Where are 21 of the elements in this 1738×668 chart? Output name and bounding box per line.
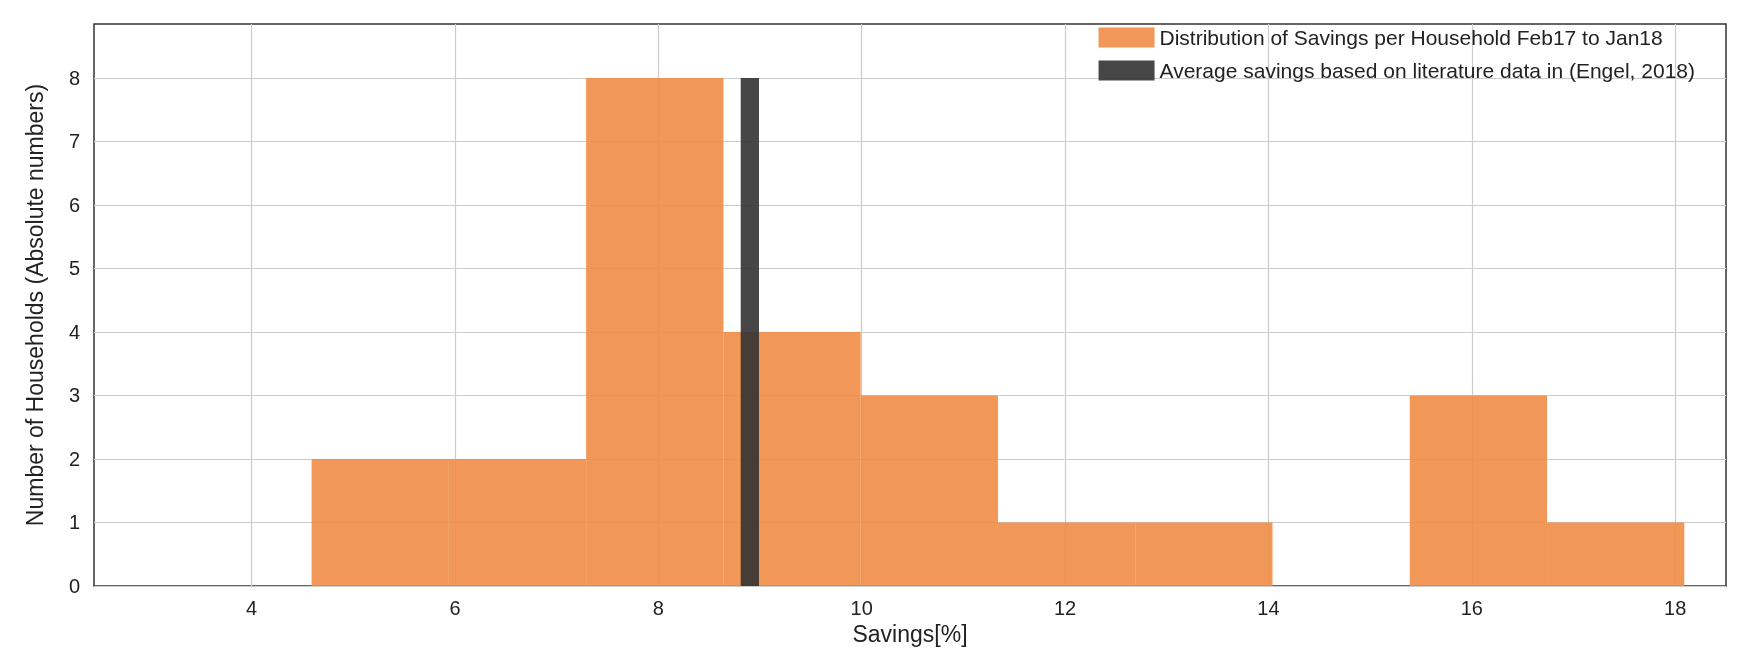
x-tick-label: 18 bbox=[1664, 597, 1687, 619]
x-axis-title: Savings[%] bbox=[852, 621, 968, 648]
y-tick-label: 2 bbox=[68, 447, 80, 470]
x-tick-label: 14 bbox=[1257, 597, 1280, 619]
y-tick-label: 3 bbox=[68, 384, 80, 407]
y-tick-label: 5 bbox=[68, 257, 80, 280]
x-tick-label: 12 bbox=[1053, 597, 1077, 619]
y-axis-title: Number of Households (Absolute numbers) bbox=[21, 83, 48, 527]
y-tick-label: 7 bbox=[68, 130, 80, 153]
y-tick-label: 6 bbox=[68, 193, 80, 216]
y-tick-label: 8 bbox=[68, 66, 80, 89]
x-tick-label: 6 bbox=[449, 597, 461, 619]
x-tick-label: 8 bbox=[652, 597, 664, 619]
x-tick-label: 4 bbox=[246, 597, 258, 619]
y-tick-label: 4 bbox=[68, 320, 80, 343]
x-tick-label: 16 bbox=[1460, 597, 1483, 619]
legend-label: Distribution of Savings per Household Feb17 to Jan18 bbox=[1159, 26, 1663, 49]
legend-label: Average savings based on literature data in (Engel, 2018) bbox=[1159, 59, 1696, 82]
y-tick-label: 0 bbox=[68, 575, 80, 597]
x-tick-label: 10 bbox=[850, 597, 873, 619]
y-tick-label: 1 bbox=[68, 511, 80, 534]
